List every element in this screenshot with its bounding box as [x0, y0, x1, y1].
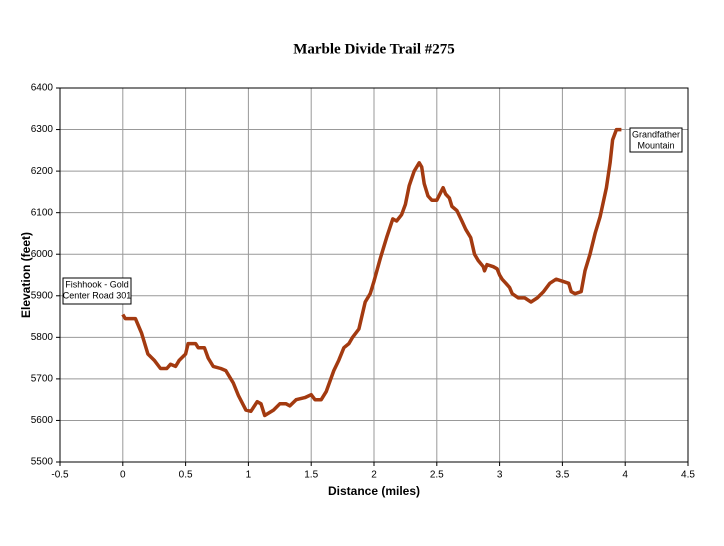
annotation-text: Grandfather	[632, 129, 680, 139]
x-tick-label: -0.5	[51, 470, 69, 481]
x-tick-label: 1	[246, 470, 252, 481]
y-tick-label: 6300	[31, 124, 54, 135]
x-tick-label: 0.5	[179, 470, 193, 481]
x-axis-label: Distance (miles)	[328, 484, 420, 498]
x-tick-label: 3.5	[555, 470, 569, 481]
y-tick-label: 6000	[31, 249, 54, 260]
annotation-box	[629, 127, 683, 153]
line	[121, 127, 622, 418]
x-tick-label: 1.5	[304, 470, 318, 481]
y-tick-label: 6400	[31, 83, 54, 94]
y-tick-label: 6100	[31, 207, 54, 218]
plot-border	[59, 87, 689, 463]
x-tick-label: 0	[120, 470, 126, 481]
annotation-text: Mountain	[637, 140, 674, 150]
annotation-text: Center Road 301	[63, 290, 132, 300]
annotation-box	[62, 277, 132, 305]
y-tick-label: 5700	[31, 374, 54, 385]
y-tick-label: 5500	[31, 457, 54, 468]
y-tick-label: 6200	[31, 166, 54, 177]
annotation-text: Fishhook - Gold	[65, 279, 129, 289]
x-tick-label: 2	[371, 470, 377, 481]
x-tick-label: 2.5	[430, 470, 444, 481]
y-tick-label: 5600	[31, 415, 54, 426]
y-tick-label: 5900	[31, 290, 54, 301]
x-tick-label: 3	[497, 470, 503, 481]
y-tick-label: 5800	[31, 332, 54, 343]
x-tick-label: 4	[622, 470, 628, 481]
chart-title: Marble Divide Trail #275	[293, 41, 455, 57]
y-axis-label: Elevation (feet)	[19, 232, 33, 318]
x-tick-label: 4.5	[681, 470, 695, 481]
